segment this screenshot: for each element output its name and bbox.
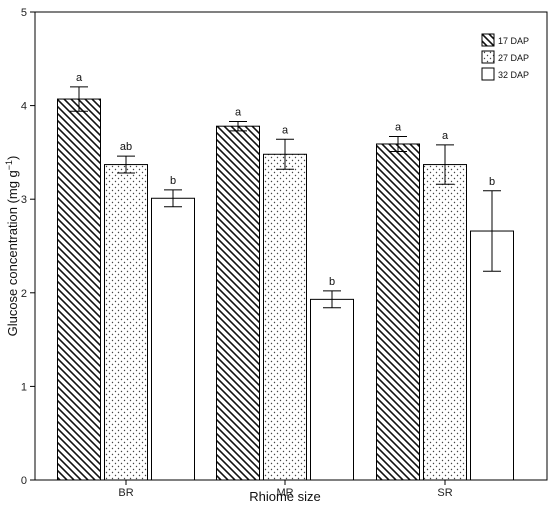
bar (310, 298, 354, 481)
legend-label: 27 DAP (498, 53, 529, 63)
y-tick-label: 1 (21, 381, 27, 393)
legend-label: 32 DAP (498, 70, 529, 80)
x-tick-label: BR (118, 487, 133, 499)
y-axis-title-main: Glucose concentration (mg g (5, 170, 20, 336)
y-axis: 0 1 2 3 4 5 (21, 7, 35, 487)
y-tick-label: 0 (21, 475, 27, 487)
y-tick-label: 4 (21, 101, 27, 113)
x-axis: BR MR SR (118, 480, 453, 499)
significance-letter: a (76, 72, 83, 84)
bar (151, 197, 195, 481)
bar (57, 98, 101, 481)
x-tick-label: MR (276, 487, 293, 499)
significance-letter: ab (120, 141, 132, 153)
legend-swatch (481, 33, 495, 47)
y-tick-label: 5 (21, 7, 27, 19)
significance-letter: b (329, 276, 335, 288)
bar (423, 164, 467, 481)
significance-letter: a (442, 130, 449, 142)
x-axis-title: Rhiome size (249, 489, 321, 504)
bar (216, 125, 260, 481)
legend: 17 DAP 27 DAP 32 DAP (481, 33, 529, 81)
significance-letter: a (235, 107, 242, 119)
legend-swatch (481, 50, 495, 64)
bar (104, 164, 148, 481)
significance-letter: a (395, 121, 402, 133)
bar (470, 230, 514, 481)
bar (376, 143, 420, 481)
y-axis-title: Glucose concentration (mg g−1) (4, 156, 20, 337)
y-axis-title-superscript: −1 (4, 160, 14, 170)
y-tick-label: 3 (21, 194, 27, 206)
legend-swatch (481, 67, 495, 81)
y-tick-label: 2 (21, 288, 27, 300)
y-axis-title-close: ) (5, 156, 20, 160)
significance-letter: b (489, 176, 495, 188)
x-tick-label: SR (437, 487, 452, 499)
significance-letter: b (170, 175, 176, 187)
bar (263, 153, 307, 481)
significance-letter: a (282, 124, 289, 136)
legend-label: 17 DAP (498, 36, 529, 46)
